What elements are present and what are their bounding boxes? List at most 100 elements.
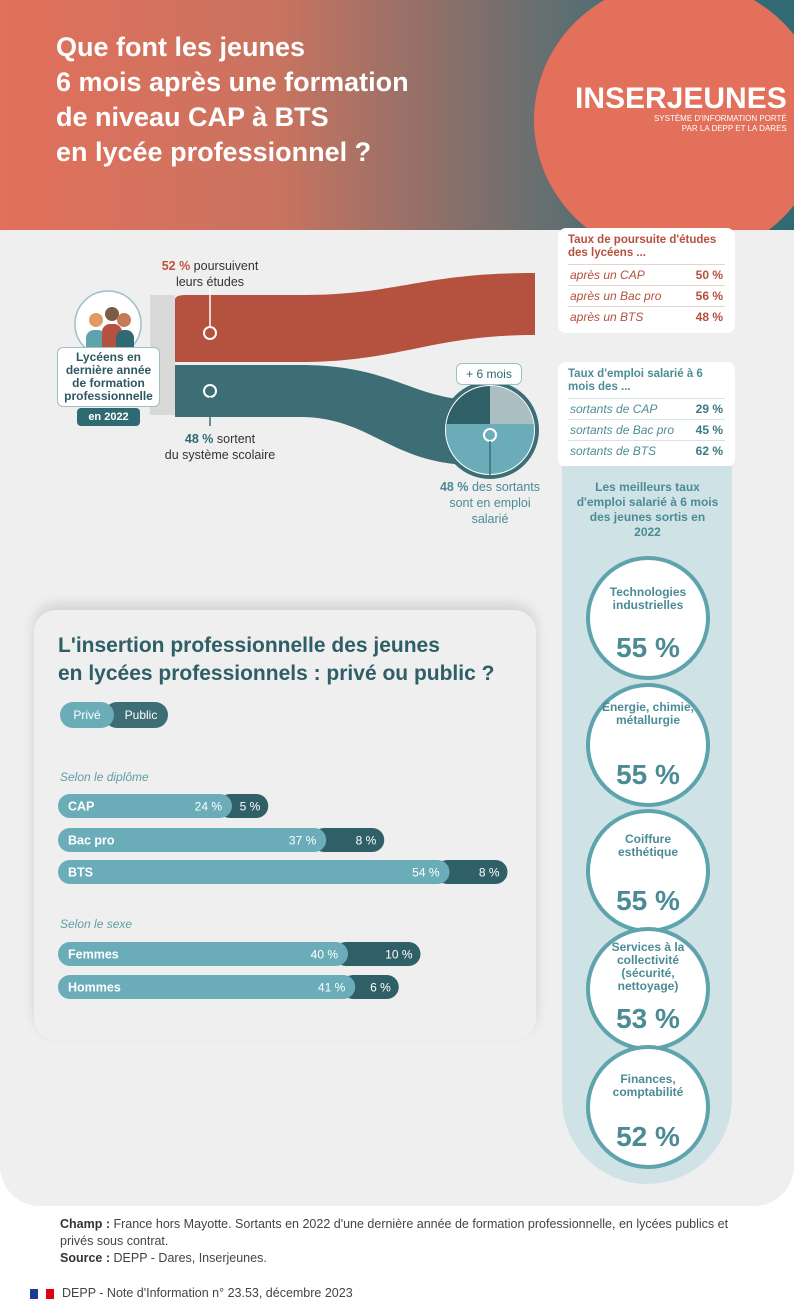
continue-text: poursuivent leurs études (175, 259, 259, 289)
employment-row-label: sortants de CAP (570, 402, 658, 416)
legend-prive: Privé (60, 702, 114, 728)
publication-ref: DEPP - Note d'Information n° 23.53, déce… (62, 1286, 353, 1300)
best-rate-label: Énergie, chimie, métallurgie (601, 700, 695, 727)
bar-category-label: CAP (68, 800, 94, 814)
pursuit-row-value: 50 % (695, 268, 723, 282)
logo-background (534, 0, 794, 260)
source-label: Source : (60, 1251, 111, 1265)
best-rates-title: Les meilleurs taux d'emploi salarié à 6 … (576, 480, 719, 539)
employment-row: sortants de CAP 29 % (568, 398, 725, 419)
leave-label: 48 % sortent du système scolaire (150, 431, 290, 463)
employment-row: sortants de BTS 62 % (568, 440, 725, 461)
employment-row-label: sortants de BTS (570, 444, 657, 458)
pursuit-row: après un BTS 48 % (568, 306, 725, 327)
bar-public-value: 10 % (385, 948, 413, 962)
employment-title: Taux d'emploi salarié à 6 mois des ... (568, 368, 703, 393)
leave-text1: sortent (216, 432, 256, 446)
best-rate-circle: Coiffure esthétique 55 % (586, 809, 710, 933)
continue-label: 52 % poursuivent leurs études (150, 258, 270, 290)
bar-prive (58, 942, 348, 966)
continue-pct: 52 % (161, 259, 191, 273)
continue-flow (175, 273, 535, 362)
continue-marker (203, 326, 217, 340)
inserjeunes-logo: INSERJEUNES SYSTÈME D'INFORMATION PORTÉ … (575, 84, 787, 134)
section-diplome: Selon le diplôme (60, 770, 149, 784)
students-year: en 2022 (77, 408, 140, 426)
best-rate-value: 55 % (616, 759, 680, 790)
best-rate-label: Services à la collectivité (sécurité, ne… (611, 940, 685, 993)
best-rate-circle: Finances, comptabilité 52 % (586, 1045, 710, 1169)
bar-prive-value: 37 % (289, 834, 317, 848)
leave-text2: du système scolaire (164, 448, 276, 462)
champ-label: Champ : (60, 1217, 110, 1231)
pursuit-row-label: après un BTS (570, 310, 644, 324)
pursuit-card: Taux de poursuite d'études des lycéens .… (558, 228, 735, 333)
footer-notes: Champ : France hors Mayotte. Sortants en… (60, 1216, 760, 1267)
pursuit-row-value: 56 % (695, 289, 723, 303)
bar-category-label: BTS (68, 866, 93, 880)
employed-pct: 48 % (439, 480, 469, 494)
employed-text: des sortants sont en emploi salarié (449, 480, 541, 526)
source-text: DEPP - Dares, Inserjeunes. (113, 1251, 267, 1265)
bar-public (435, 860, 508, 884)
best-rate-circle: Technologies industrielles 55 % (586, 556, 710, 680)
bar-public (218, 794, 269, 818)
bar-prive (58, 860, 450, 884)
legend-public: Public (104, 702, 168, 728)
best-rate-label: Coiffure esthétique (617, 832, 678, 859)
best-rate-value: 53 % (616, 1003, 680, 1034)
six-months-badge: + 6 mois (456, 363, 522, 385)
bar-prive-value: 54 % (412, 866, 440, 880)
leave-flow (175, 365, 470, 465)
bar-category-label: Hommes (68, 981, 121, 995)
flow-diagram (74, 273, 539, 479)
champ-text: France hors Mayotte. Sortants en 2022 d'… (60, 1217, 729, 1248)
section-sexe: Selon le sexe (60, 917, 133, 931)
pursuit-row-label: après un Bac pro (570, 289, 662, 303)
insertion-bar-chart: CAP 24 % 5 % Bac pro 37 % 8 % BTS 54 % 8 % Femmes… (58, 794, 508, 999)
logo-sub1: SYSTÈME D'INFORMATION PORTÉ (653, 114, 787, 123)
best-rate-value: 52 % (616, 1121, 680, 1152)
best-rate-circle: Services à la collectivité (sécurité, ne… (586, 927, 710, 1051)
bar-prive (58, 975, 356, 999)
employment-card: Taux d'emploi salarié à 6 mois des ... s… (558, 362, 735, 467)
pursuit-row: après un CAP 50 % (568, 264, 725, 285)
employed-label: 48 % des sortants sont en emploi salarié (430, 479, 550, 527)
employment-row: sortants de Bac pro 45 % (568, 419, 725, 440)
pursuit-row: après un Bac pro 56 % (568, 285, 725, 306)
logo-brand: INSERJEUNES (575, 82, 787, 115)
students-box: Lycéens en dernière année de formation p… (57, 347, 160, 407)
best-rate-value: 55 % (616, 885, 680, 916)
logo-sub2: PAR LA DEPP ET LA DARES (681, 124, 787, 133)
leave-pct: 48 % (184, 432, 214, 446)
bar-prive-value: 24 % (195, 800, 223, 814)
employment-row-label: sortants de Bac pro (570, 423, 675, 437)
bar-public-value: 8 % (356, 834, 377, 848)
employment-row-value: 29 % (695, 402, 723, 416)
bar-public (334, 942, 421, 966)
insertion-title: L'insertion professionnelle des jeunes e… (58, 634, 495, 685)
page-title: Que font les jeunes 6 mois après une for… (56, 32, 409, 167)
leave-marker (203, 384, 217, 398)
pursuit-title: Taux de poursuite d'études des lycéens .… (568, 234, 717, 259)
employment-row-value: 62 % (695, 444, 723, 458)
pursuit-row-value: 48 % (695, 310, 723, 324)
insertion-card (34, 610, 536, 1040)
best-rate-label: Technologies industrielles (609, 585, 687, 612)
bar-prive (58, 794, 232, 818)
bar-category-label: Bac pro (68, 834, 115, 848)
bar-public-value: 5 % (240, 800, 261, 814)
employment-row-value: 45 % (695, 423, 723, 437)
bar-public-value: 6 % (370, 981, 391, 995)
french-flag-icon (30, 1289, 54, 1299)
employed-marker (483, 428, 497, 442)
bar-prive-value: 41 % (318, 981, 346, 995)
bar-public-value: 8 % (479, 866, 500, 880)
bar-prive (58, 828, 327, 852)
bar-public (341, 975, 399, 999)
pursuit-row-label: après un CAP (570, 268, 645, 282)
best-rate-value: 55 % (616, 632, 680, 663)
best-rate-label: Finances, comptabilité (612, 1072, 684, 1099)
bar-category-label: Femmes (68, 948, 119, 962)
bar-public (312, 828, 385, 852)
